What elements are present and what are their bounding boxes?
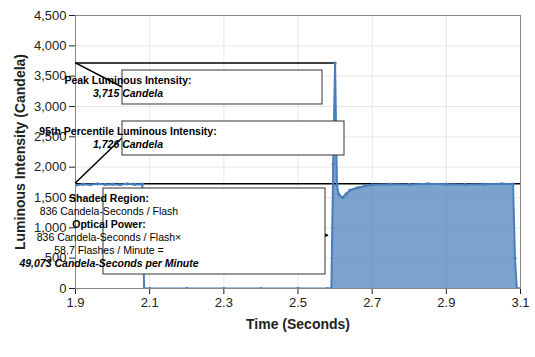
- svg-text:2.7: 2.7: [363, 295, 381, 310]
- svg-text:4,000: 4,000: [34, 38, 67, 53]
- svg-text:2.5: 2.5: [289, 295, 307, 310]
- svg-text:2.1: 2.1: [141, 295, 159, 310]
- svg-text:3,000: 3,000: [34, 99, 67, 114]
- svg-text:Optical Power:: Optical Power:: [72, 218, 146, 230]
- svg-text:2.3: 2.3: [215, 295, 233, 310]
- svg-text:2,000: 2,000: [34, 159, 67, 174]
- svg-text:1.9: 1.9: [66, 295, 84, 310]
- svg-text:1,500: 1,500: [34, 190, 67, 205]
- svg-text:836 Candela-Seconds / Flash: 836 Candela-Seconds / Flash: [40, 205, 178, 217]
- svg-text:836 Candela-Seconds / Flash×: 836 Candela-Seconds / Flash×: [37, 231, 181, 243]
- svg-text:3,500: 3,500: [34, 68, 67, 83]
- svg-text:Peak Luminous Intensity:: Peak Luminous Intensity:: [64, 74, 191, 86]
- svg-text:3,715 Candela: 3,715 Candela: [93, 87, 163, 99]
- svg-text:Time (Seconds): Time (Seconds): [246, 316, 350, 332]
- svg-text:4,500: 4,500: [34, 8, 67, 23]
- svg-text:Luminous Intensity (Candela): Luminous Intensity (Candela): [12, 54, 28, 250]
- svg-text:Shaded Region:: Shaded Region:: [69, 192, 149, 204]
- svg-text:95th Percentile Luminous Inten: 95th Percentile Luminous Intensity:: [39, 125, 216, 137]
- svg-text:0: 0: [59, 281, 66, 296]
- svg-text:49,073 Candela-Seconds per Min: 49,073 Candela-Seconds per Minute: [18, 257, 198, 269]
- svg-text:3.1: 3.1: [511, 295, 529, 310]
- svg-text:1,000: 1,000: [34, 220, 67, 235]
- svg-text:2.9: 2.9: [437, 295, 455, 310]
- svg-text:58.7 Flashes / Minute =: 58.7 Flashes / Minute =: [54, 244, 163, 256]
- svg-text:1,726 Candela: 1,726 Candela: [93, 138, 163, 150]
